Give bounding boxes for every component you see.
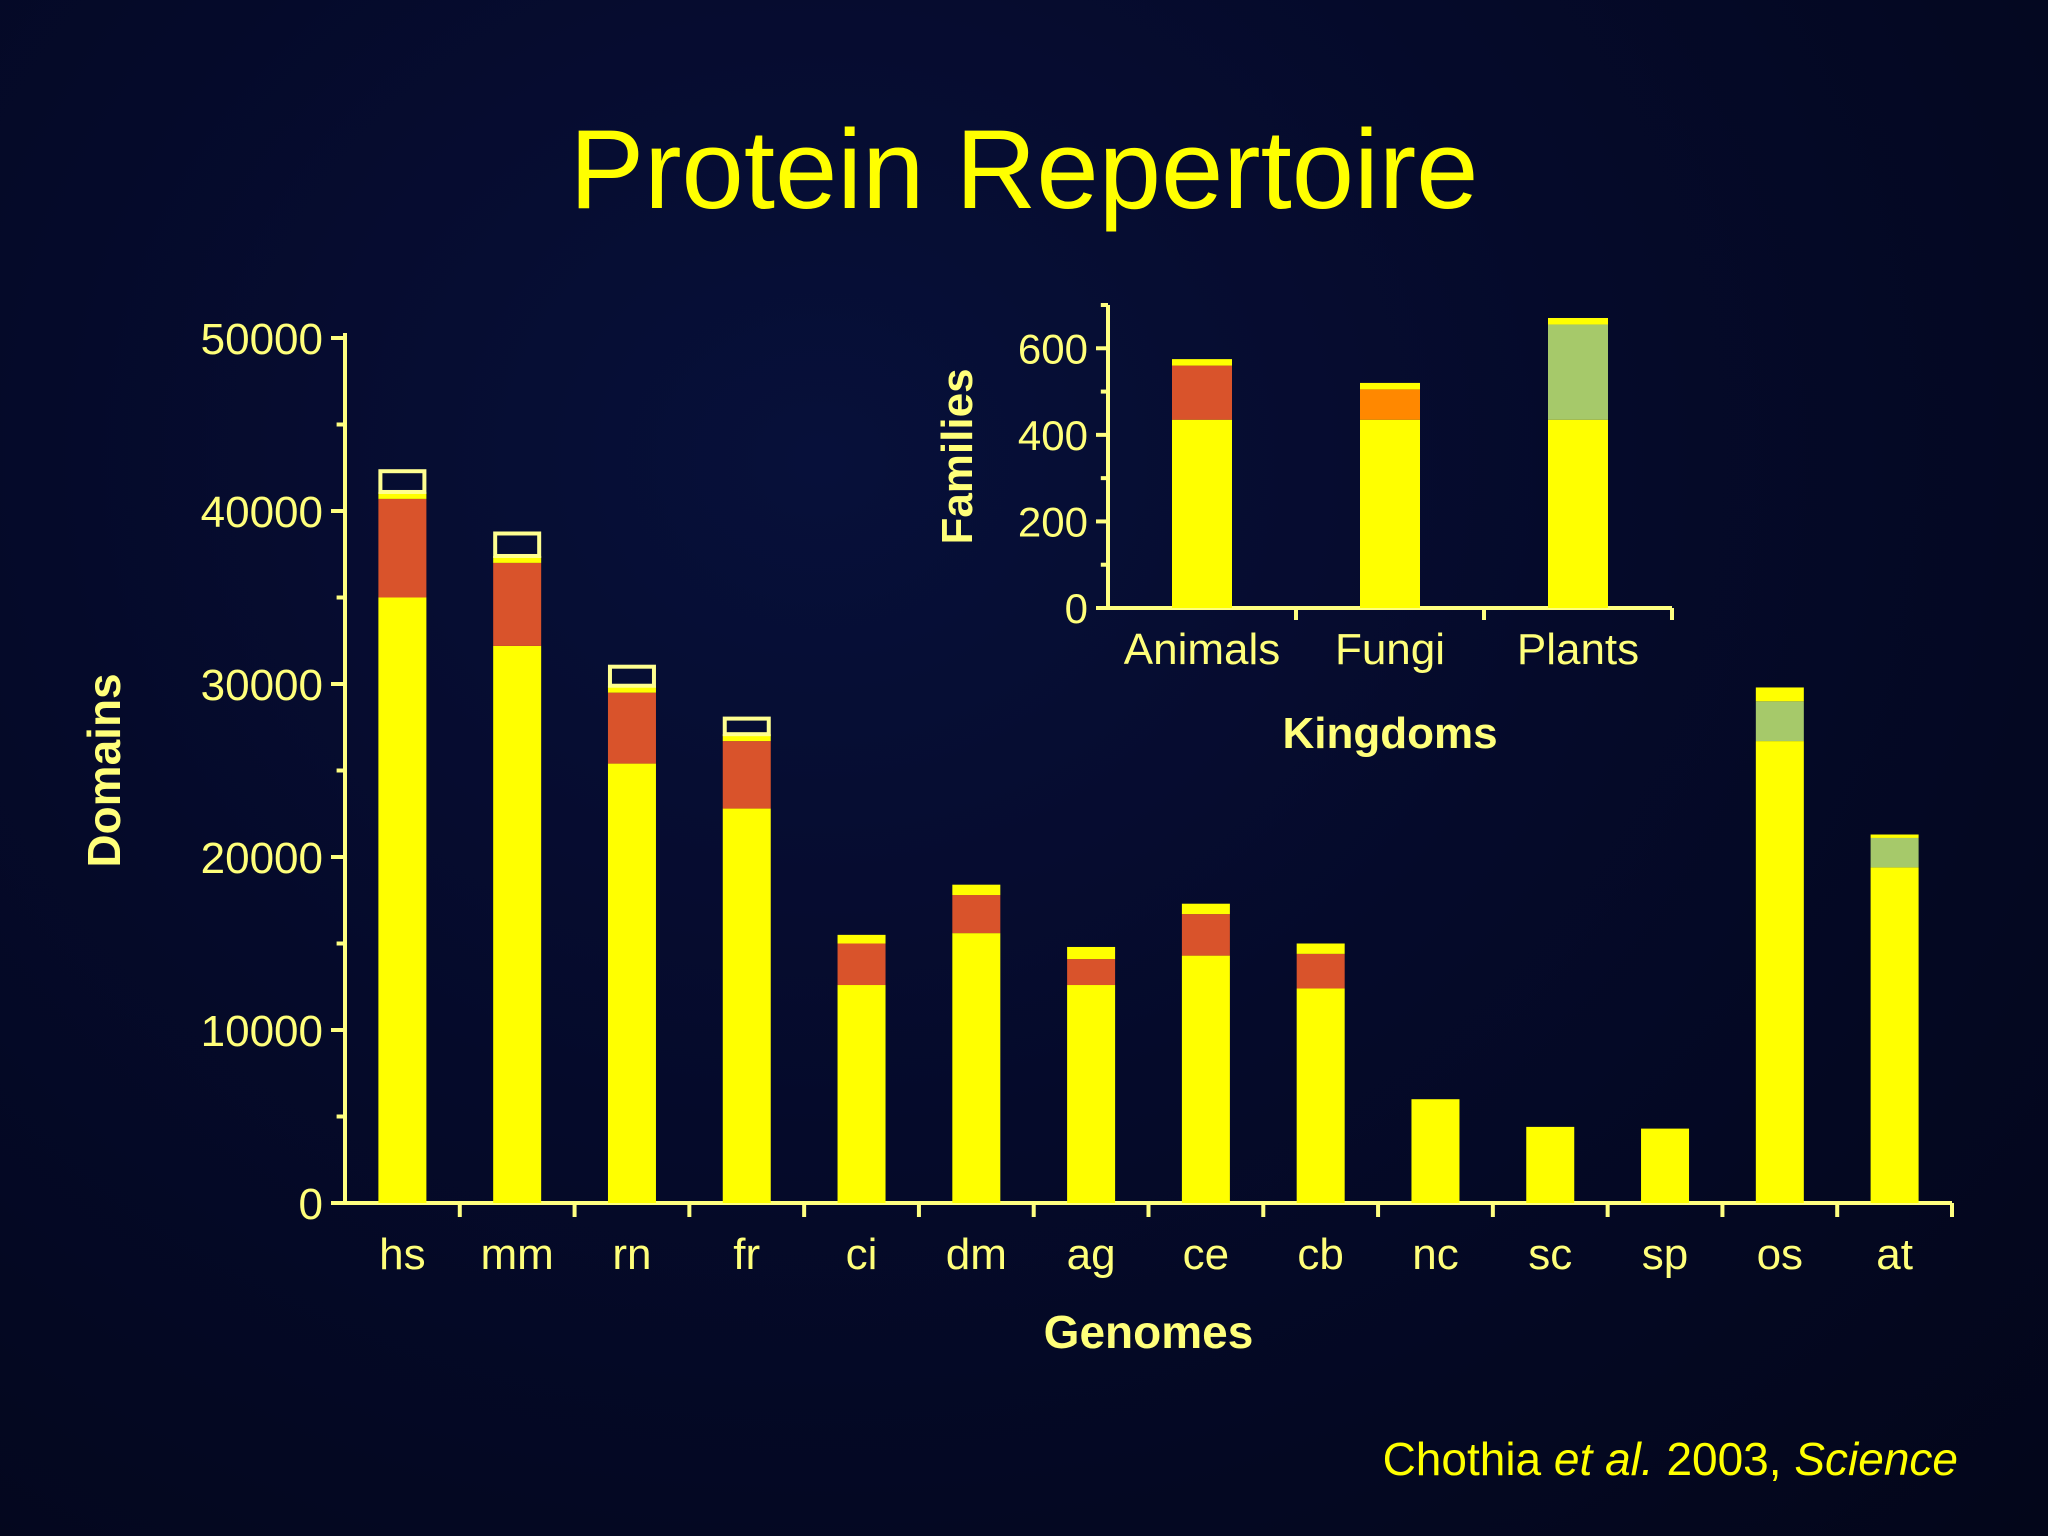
x-tick-label: dm [946,1230,1007,1279]
bar-Plants-top [1548,317,1608,325]
y-axis-title: Domains [78,673,130,867]
bar-ci-top [837,934,886,944]
x-tick-label: ci [846,1230,878,1279]
bar-Fungi-orange [1360,389,1420,420]
bar-dm-top [952,884,1001,896]
x-tick-label: cb [1297,1230,1343,1279]
bar-rn-base [607,763,656,1203]
y-tick-label: 600 [1018,325,1088,372]
x-tick-label: Plants [1517,625,1639,674]
x-tick-label: Animals [1124,625,1281,674]
y-tick-label: 0 [1065,585,1088,632]
bar-Animals-red [1172,365,1232,420]
bar-hs-outline [378,469,427,494]
x-tick-label: hs [379,1230,425,1279]
y-tick-label: 0 [299,1180,323,1229]
bar-at-green [1870,837,1919,868]
x-tick-label: os [1757,1230,1803,1279]
y-tick-label: 10000 [201,1007,323,1056]
bar-fr-outline [722,716,771,737]
bar-os-green [1755,701,1804,742]
bar-rn-outline [607,664,656,688]
y-axis-title: Families [933,368,982,544]
bar-Plants-base [1548,419,1608,608]
bar-ce-base [1181,955,1230,1203]
bar-os-base [1755,741,1804,1203]
y-tick-label: 200 [1018,499,1088,546]
bar-mm-red [493,562,542,646]
y-tick-label: 20000 [201,834,323,883]
bar-hs-red [378,498,427,598]
bar-sp-base [1641,1128,1690,1203]
bar-fr-red [722,741,771,809]
bar-nc-base [1411,1099,1460,1203]
bar-ag-top [1067,946,1116,960]
bar-cb-base [1296,988,1345,1203]
x-tick-label: fr [733,1230,760,1279]
bar-dm-base [952,933,1001,1203]
x-axis-title: Genomes [1044,1306,1254,1358]
bar-ci-red [837,943,886,986]
bar-rn-top [607,685,656,693]
x-tick-label: nc [1412,1230,1458,1279]
x-tick-label: sc [1528,1230,1572,1279]
y-tick-label: 400 [1018,412,1088,459]
bar-ci-base [837,985,886,1203]
x-tick-label: ag [1067,1230,1116,1279]
bar-Plants-green [1548,324,1608,420]
x-tick-label: Fungi [1335,625,1445,674]
bar-mm-base [493,645,542,1203]
bar-cb-top [1296,943,1345,954]
bar-Animals-base [1172,419,1232,608]
bar-fr-base [722,808,771,1203]
bar-at-base [1870,867,1919,1203]
bar-Animals-top [1172,359,1232,366]
inset-chart: 0 200 400 600 Animals Fungi Plants Kingdoms Fami… [933,303,1674,758]
bar-fr-top [722,734,771,742]
bar-cb-red [1296,953,1345,989]
bar-Fungi-base [1360,419,1420,608]
bar-mm-outline [493,531,542,558]
citation-year: 2003, [1666,1433,1782,1485]
citation-author: Chothia [1382,1433,1542,1485]
bar-ce-top [1181,903,1230,915]
citation-journal: Science [1794,1433,1958,1485]
x-tick-label: mm [481,1230,554,1279]
bar-hs-top [378,491,427,499]
x-axis-title: Kingdoms [1282,709,1497,758]
bar-dm-red [952,895,1001,934]
bar-rn-red [607,692,656,764]
bar-hs-base [378,597,427,1203]
y-tick-label: 40000 [201,488,323,537]
bar-Fungi-top [1360,382,1420,390]
bar-mm-top [493,555,542,563]
x-tick-label: ce [1183,1230,1229,1279]
bar-ag-red [1067,959,1116,986]
main-chart: 0 10000 20000 30000 40000 50000 hs mm rn fr ci dm ag… [78,315,1954,1358]
bar-ce-red [1181,914,1230,956]
citation: Chothia et al. 2003, Science [1383,1432,1958,1486]
y-tick-label: 30000 [201,661,323,710]
bar-sc-base [1526,1126,1575,1203]
citation-etal: et al. [1553,1433,1654,1485]
x-tick-label: sp [1642,1230,1688,1279]
bar-at-top [1870,834,1919,838]
x-tick-label: at [1876,1230,1913,1279]
y-tick-label: 50000 [201,315,323,364]
bar-os-top [1755,687,1804,702]
slide-title: Protein Repertoire [569,107,1479,232]
bar-ag-base [1067,985,1116,1203]
x-tick-label: rn [612,1230,651,1279]
